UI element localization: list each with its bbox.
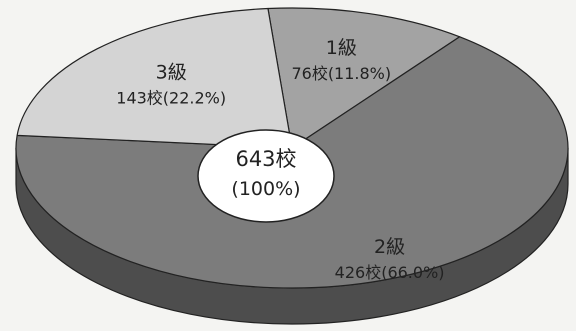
- slice-1kyu: [267, 7, 461, 149]
- slice-value-label-1kyu: 76校(11.8%): [291, 64, 391, 83]
- slice-name-label-2kyu: 2級: [374, 236, 405, 258]
- slice-name-label-3kyu: 3級: [156, 62, 187, 84]
- center-percent-label: (100%): [231, 178, 300, 200]
- slice-labels: 1級 76校(11.8%) 2級 426校(66.0%) 3級 143校(22.2%): [116, 37, 444, 282]
- slice-name-label-1kyu: 1級: [326, 37, 357, 59]
- slice-value-label-3kyu: 143校(22.2%): [116, 89, 226, 108]
- slice-3kyu: [16, 7, 293, 149]
- center-hole: [197, 129, 335, 223]
- center-total-label: 643校: [235, 147, 296, 171]
- slice-value-label-2kyu: 426校(66.0%): [335, 263, 445, 282]
